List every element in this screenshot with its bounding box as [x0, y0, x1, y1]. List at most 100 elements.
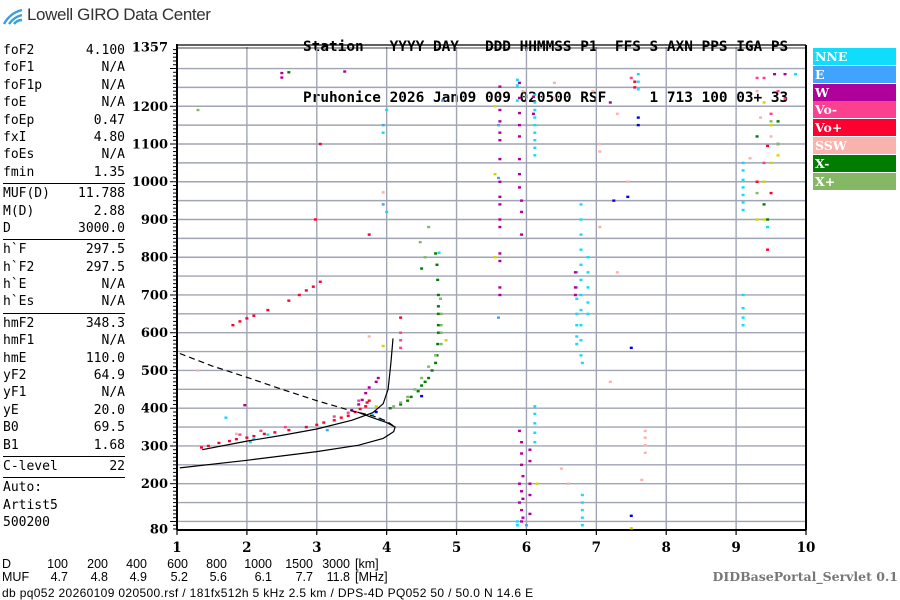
echo-point — [520, 452, 524, 455]
param-label: B0 — [3, 420, 19, 436]
echo-point — [528, 493, 532, 497]
echo-point — [533, 116, 537, 119]
echo-point — [636, 123, 640, 127]
echo-point — [381, 344, 385, 348]
echo-point — [399, 346, 403, 350]
echo-point — [579, 354, 583, 357]
echo-point — [524, 524, 528, 527]
echo-point — [762, 76, 766, 80]
echo-point — [579, 308, 583, 312]
echo-point — [521, 497, 525, 501]
echo-point — [441, 99, 445, 102]
echo-point — [318, 142, 322, 146]
param-label: fmin — [3, 164, 35, 180]
echo-point — [434, 361, 438, 365]
param-row: B0 69.5 — [3, 419, 125, 436]
echo-point — [498, 157, 502, 161]
echo-point — [586, 312, 590, 316]
profile-curve — [202, 338, 394, 451]
echo-point — [436, 278, 440, 282]
echo-point — [629, 76, 633, 80]
y-tick-label: 1200 — [132, 100, 168, 115]
echo-point — [266, 308, 270, 312]
echo-point — [358, 407, 362, 411]
echo-point — [552, 81, 556, 85]
echo-point — [636, 80, 640, 83]
echo-point — [580, 501, 584, 504]
echo-point — [533, 131, 537, 134]
param-row: B1 1.68 — [3, 437, 125, 454]
echo-point — [498, 195, 502, 199]
echo-point — [423, 380, 427, 383]
param-row: D 3000.0 — [3, 220, 125, 237]
echo-point — [531, 95, 535, 99]
echo-point — [434, 354, 438, 357]
series-w — [243, 70, 787, 523]
echo-point — [238, 433, 242, 436]
separator — [3, 477, 125, 479]
legend-item-xminus: X- — [813, 154, 896, 172]
echo-point — [533, 431, 537, 434]
echo-point — [629, 514, 633, 517]
row-label: MUF — [2, 570, 30, 584]
echo-point — [533, 422, 537, 425]
echo-point — [762, 180, 766, 183]
echo-point — [566, 482, 570, 485]
echo-point — [376, 376, 380, 380]
echo-point — [741, 201, 745, 204]
echo-point — [435, 263, 439, 266]
echo-point — [573, 271, 577, 274]
echo-point — [367, 233, 371, 236]
echo-point — [769, 135, 773, 138]
scaled-parameters-panel: foF2 4.100 foF1 N/A foF1p N/A foE N/A foEp 0.47 fx… — [3, 42, 125, 532]
param-value: 2.88 — [93, 203, 125, 219]
echo-point — [346, 411, 350, 414]
param-row: foE N/A — [3, 94, 125, 111]
separator — [3, 239, 125, 241]
echo-point — [776, 142, 780, 146]
echo-point — [515, 84, 519, 87]
echo-point — [741, 186, 745, 189]
echo-point — [297, 293, 301, 297]
echo-point — [496, 176, 500, 180]
echo-point — [521, 89, 525, 93]
echo-point — [515, 78, 519, 82]
param-value: 1.68 — [93, 437, 125, 453]
echo-point — [280, 71, 284, 75]
echo-point — [360, 398, 364, 402]
echo-point — [741, 316, 745, 319]
echo-point — [575, 297, 579, 300]
echo-point — [318, 280, 322, 283]
param-row: h`F2 297.5 — [3, 259, 125, 276]
echo-point — [794, 72, 798, 76]
param-value: 0.47 — [93, 112, 125, 128]
echo-point — [615, 112, 619, 116]
echo-point — [350, 408, 354, 412]
echo-point — [520, 210, 524, 214]
echo-point — [755, 218, 759, 221]
echo-point — [498, 203, 502, 206]
echo-point — [217, 441, 221, 445]
echo-point — [773, 72, 777, 76]
echo-point — [741, 306, 745, 310]
echo-point — [283, 425, 287, 429]
echo-point — [559, 467, 563, 470]
echo-point — [608, 380, 612, 383]
echo-point — [579, 203, 583, 206]
echo-point — [741, 208, 745, 212]
table-cell: 6.1 — [254, 570, 272, 584]
echo-point — [776, 154, 780, 157]
y-tick-label: 1000 — [132, 175, 168, 190]
echo-point — [769, 123, 773, 127]
param-value: N/A — [101, 333, 125, 349]
echo-point — [517, 81, 521, 85]
echo-point — [521, 474, 525, 478]
echo-point — [420, 376, 424, 380]
echo-point — [427, 365, 431, 368]
echo-point — [741, 293, 745, 297]
echo-point — [580, 524, 584, 527]
echo-point — [776, 120, 780, 123]
table-cell: 3000 — [322, 557, 350, 571]
echo-point — [498, 139, 502, 142]
param-value: N/A — [101, 77, 125, 93]
